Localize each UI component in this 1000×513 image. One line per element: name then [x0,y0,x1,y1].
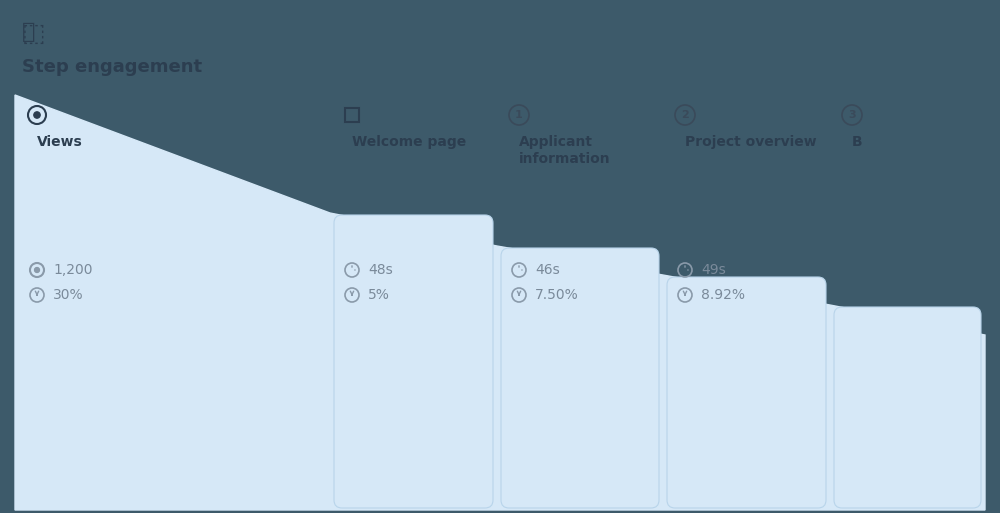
FancyBboxPatch shape [667,277,826,508]
Text: B: B [852,135,863,149]
Text: 1,200: 1,200 [53,263,92,277]
FancyBboxPatch shape [834,307,981,508]
Text: Project overview: Project overview [685,135,817,149]
Text: 8.92%: 8.92% [701,288,745,302]
Text: Views: Views [37,135,83,149]
FancyBboxPatch shape [501,248,659,508]
FancyBboxPatch shape [334,215,493,508]
Polygon shape [15,95,985,510]
Text: 7.50%: 7.50% [535,288,579,302]
Circle shape [35,268,39,272]
Text: 46s: 46s [535,263,560,277]
Text: 🗋: 🗋 [22,22,35,42]
Text: Step engagement: Step engagement [22,58,202,76]
Circle shape [34,112,40,118]
Text: 48s: 48s [368,263,393,277]
Text: 2: 2 [681,110,689,120]
Text: Welcome page: Welcome page [352,135,466,149]
Text: Applicant
information: Applicant information [519,135,611,166]
Text: 1: 1 [515,110,523,120]
Text: ⬚: ⬚ [22,22,46,46]
Text: 49s: 49s [701,263,726,277]
Text: 5%: 5% [368,288,390,302]
Text: 3: 3 [848,110,856,120]
Text: 30%: 30% [53,288,84,302]
